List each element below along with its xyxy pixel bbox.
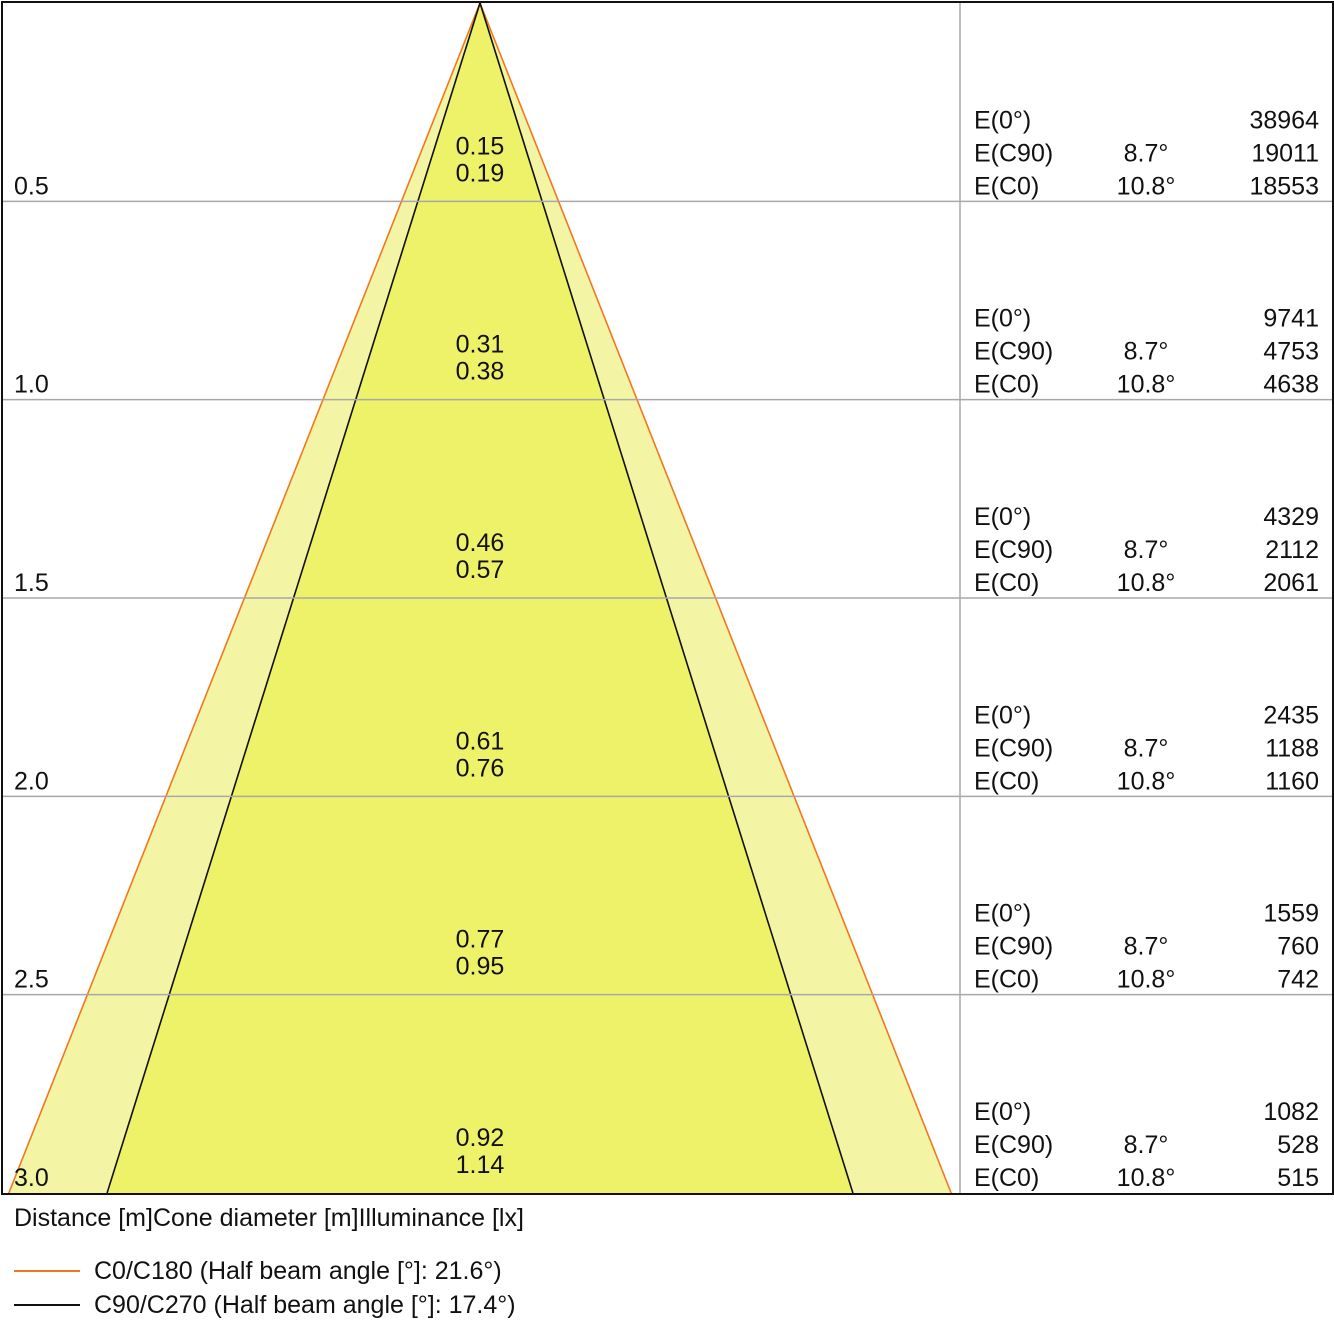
illuminance-value: 19011 [1251, 139, 1319, 167]
chart-frame [1, 1, 1334, 1195]
cone-diameter-c90-label: 0.31 [456, 331, 505, 359]
illuminance-angle: 8.7° [1124, 536, 1169, 564]
illuminance-value: 1160 [1265, 767, 1319, 795]
illuminance-angle: 10.8° [1117, 1164, 1176, 1192]
cone-diameter-c90-label: 0.92 [456, 1124, 505, 1152]
illuminance-value: 2112 [1265, 536, 1319, 564]
illuminance-value: 742 [1277, 966, 1319, 994]
illuminance-angle: 8.7° [1124, 139, 1169, 167]
illuminance-angle: 10.8° [1117, 966, 1176, 994]
illuminance-label: E(C0) [974, 1164, 1039, 1192]
illuminance-value: 1559 [1263, 900, 1319, 928]
legend-item-c90: C90/C270 (Half beam angle [°]: 17.4°) [14, 1290, 516, 1320]
illuminance-label: E(C90) [974, 933, 1053, 961]
illuminance-value: 528 [1277, 1131, 1319, 1159]
illuminance-axis-label: Illuminance [lx] [358, 1204, 524, 1232]
illuminance-angle: 8.7° [1124, 1131, 1169, 1159]
illuminance-angle: 8.7° [1124, 734, 1169, 762]
cone-diameter-c0-label: 0.95 [456, 953, 505, 981]
cone-diameter-c90-label: 0.61 [456, 727, 505, 755]
illuminance-label: E(C90) [974, 734, 1053, 762]
cone-diameter-c0-label: 0.38 [456, 358, 505, 386]
illuminance-angle: 8.7° [1124, 933, 1169, 961]
distance-label: 2.5 [14, 966, 49, 994]
illuminance-label: E(0°) [974, 900, 1031, 928]
illuminance-label: E(C0) [974, 569, 1039, 597]
cone-diameter-c0-label: 0.76 [456, 754, 505, 782]
illuminance-label: E(C90) [974, 338, 1053, 366]
axis-labels-caption: Distance [m]Cone diameter [m]Illuminance… [14, 1204, 524, 1233]
illuminance-value: 4753 [1263, 338, 1319, 366]
illuminance-label: E(C90) [974, 1131, 1053, 1159]
illuminance-value: 4329 [1263, 503, 1319, 531]
legend-swatch-c0 [14, 1270, 80, 1272]
illuminance-value: 9741 [1263, 305, 1319, 333]
grid-layer [1, 1, 1334, 1195]
distance-label: 1.5 [14, 569, 49, 597]
illuminance-label: E(0°) [974, 305, 1031, 333]
illuminance-value: 515 [1277, 1164, 1319, 1192]
legend-swatch-c90 [14, 1304, 80, 1306]
distance-label: 2.0 [14, 767, 49, 795]
cone-diameter-c90-label: 0.15 [456, 132, 505, 160]
distance-label: 0.5 [14, 172, 49, 200]
illuminance-label: E(C90) [974, 536, 1053, 564]
cone-diameter-axis-label: Cone diameter [m] [152, 1204, 359, 1232]
distance-label: 1.0 [14, 371, 49, 399]
illuminance-label: E(C90) [974, 139, 1053, 167]
illuminance-angle: 10.8° [1117, 172, 1176, 200]
cone-diagram: 0.5 0.150.19 E(0°) 38964 E(C90) 8.7° 19011 E(C0… [1, 1, 1334, 1195]
illuminance-value: 4638 [1263, 371, 1319, 399]
illuminance-value: 1082 [1263, 1098, 1319, 1126]
cone-diameter-c90-label: 0.46 [456, 529, 505, 557]
illuminance-angle: 10.8° [1117, 371, 1176, 399]
illuminance-angle: 10.8° [1117, 569, 1176, 597]
illuminance-value: 2435 [1263, 701, 1319, 729]
illuminance-label: E(C0) [974, 371, 1039, 399]
illuminance-value: 1188 [1265, 734, 1319, 762]
cone-diameter-c0-label: 0.57 [456, 556, 505, 584]
illuminance-label: E(0°) [974, 106, 1031, 134]
illuminance-label: E(C0) [974, 172, 1039, 200]
legend-label-c0: C0/C180 (Half beam angle [°]: 21.6°) [94, 1256, 502, 1285]
illuminance-value: 2061 [1263, 569, 1319, 597]
cone-diameter-c90-label: 0.77 [456, 926, 505, 954]
label-layer: 0.5 0.150.19 E(0°) 38964 E(C90) 8.7° 19011 E(C0… [14, 106, 1319, 1192]
illuminance-angle: 8.7° [1124, 338, 1169, 366]
illuminance-label: E(C0) [974, 767, 1039, 795]
illuminance-label: E(0°) [974, 503, 1031, 531]
distance-label: 3.0 [14, 1164, 49, 1192]
cone-diameter-c0-label: 0.19 [456, 159, 505, 187]
legend-label-c90: C90/C270 (Half beam angle [°]: 17.4°) [94, 1290, 516, 1319]
legend-item-c0: C0/C180 (Half beam angle [°]: 21.6°) [14, 1256, 502, 1286]
illuminance-label: E(0°) [974, 1098, 1031, 1126]
illuminance-angle: 10.8° [1117, 767, 1176, 795]
illuminance-value: 18553 [1249, 172, 1319, 200]
illuminance-label: E(C0) [974, 966, 1039, 994]
illuminance-value: 38964 [1249, 106, 1319, 134]
illuminance-label: E(0°) [974, 701, 1031, 729]
distance-axis-label: Distance [m] [14, 1204, 153, 1232]
cone-diameter-c0-label: 1.14 [456, 1151, 505, 1179]
illuminance-value: 760 [1277, 933, 1319, 961]
